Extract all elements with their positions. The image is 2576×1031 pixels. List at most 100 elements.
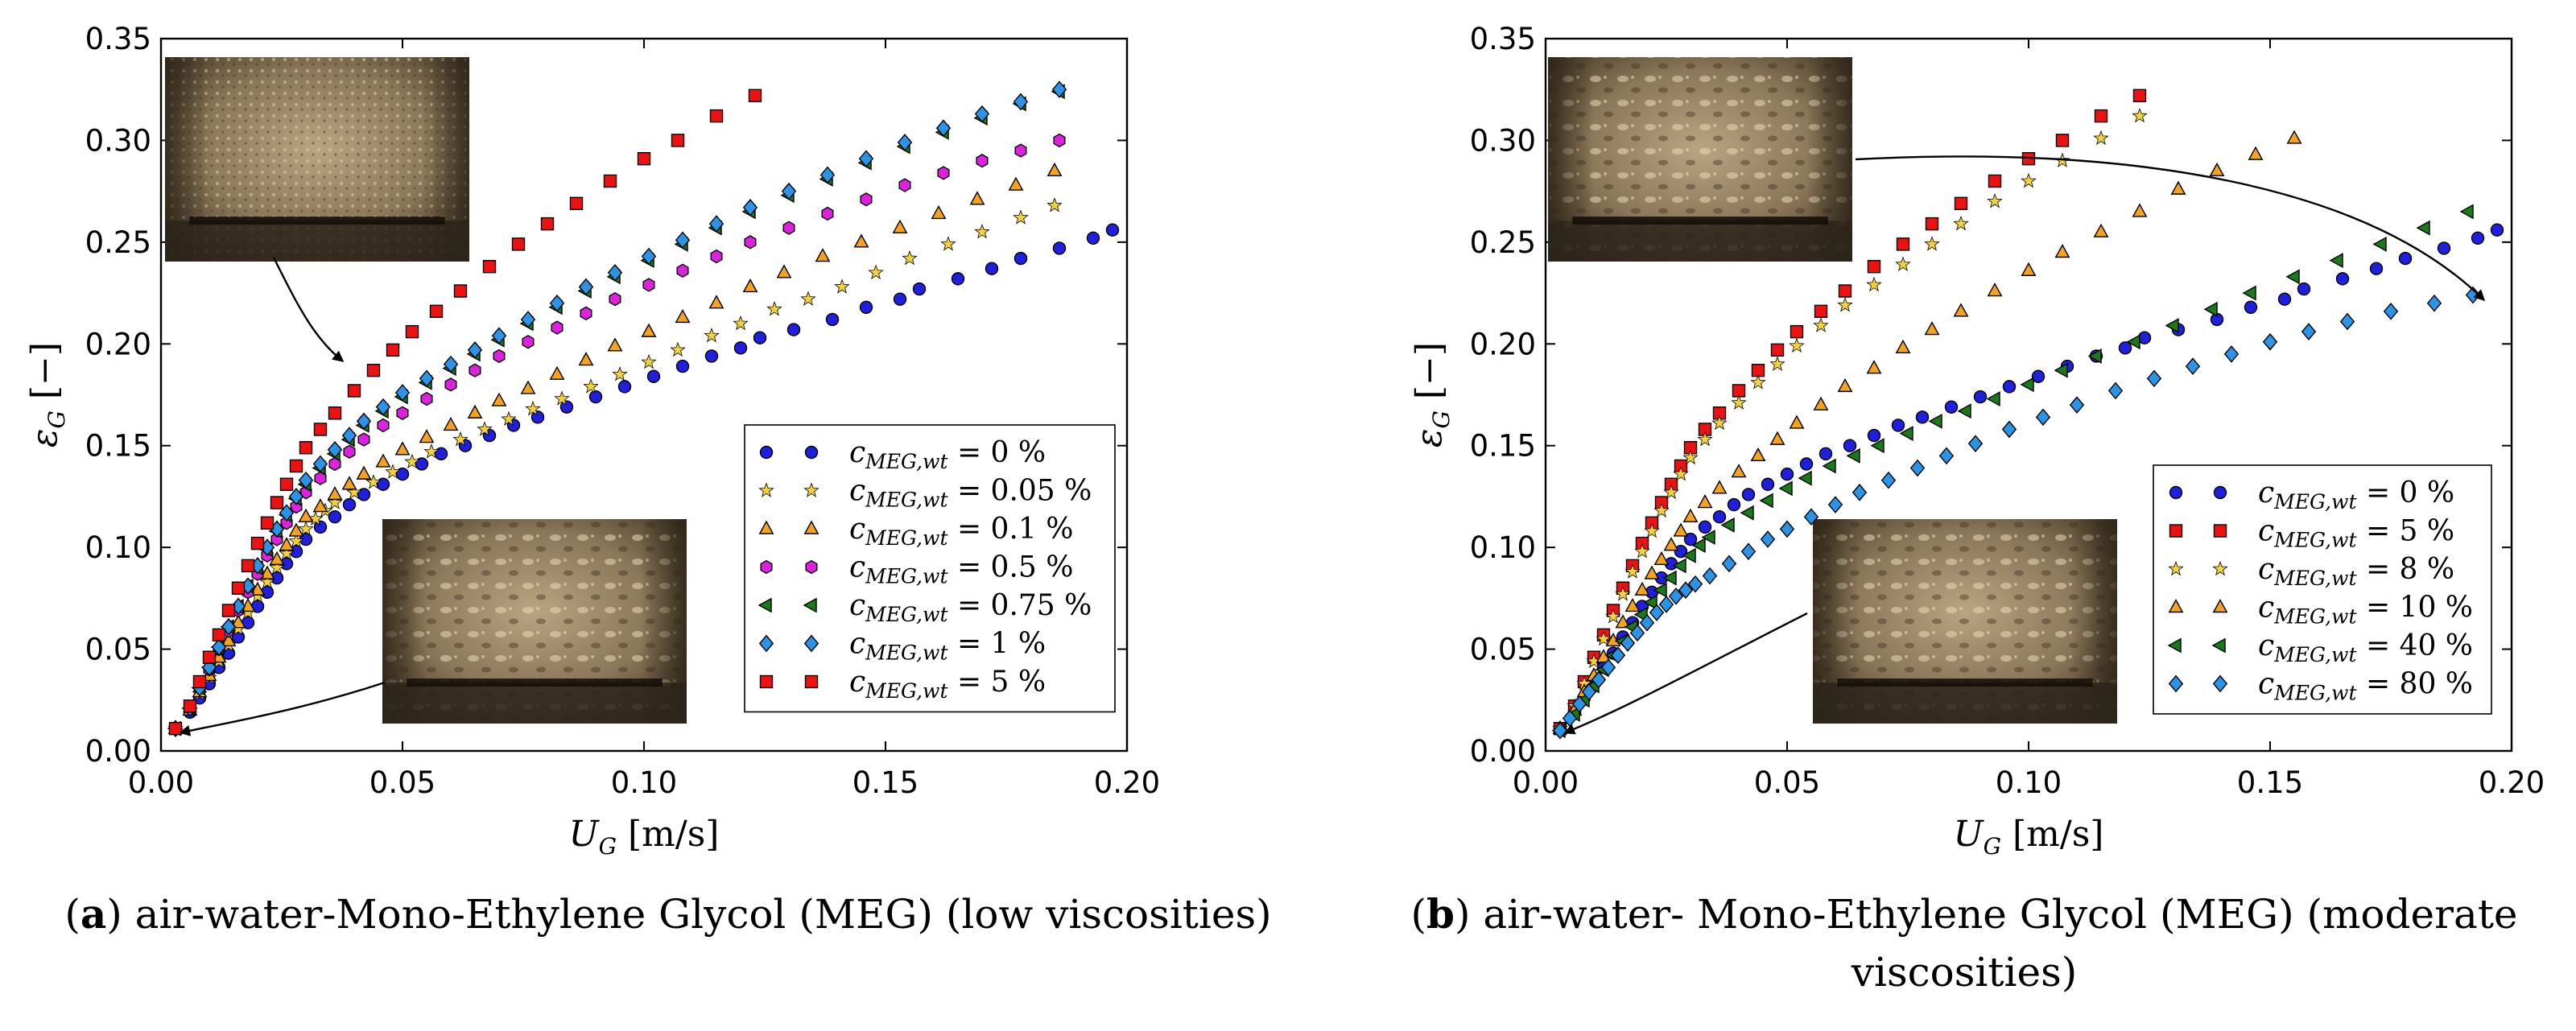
legend-marker: [2213, 485, 2227, 500]
data-point: [858, 150, 874, 168]
data-point: [423, 443, 440, 459]
data-point: [404, 453, 420, 469]
data-point: [2118, 341, 2132, 355]
data-point: [269, 559, 285, 575]
data-point: [1891, 419, 1905, 432]
data-point: [2031, 369, 2046, 383]
data-point: [1867, 428, 1881, 443]
data-point: [1779, 520, 1795, 538]
legend-label: cMEG,wt = 0 %: [849, 436, 1046, 473]
data-point: [1915, 410, 1930, 424]
data-point: [501, 410, 517, 427]
data-point: [742, 278, 758, 293]
data-point: [1769, 356, 1785, 371]
data-point: [569, 196, 584, 211]
data-point: [1799, 457, 1814, 471]
data-point: [1581, 683, 1597, 701]
data-point: [1789, 337, 1805, 353]
y-tick-label: 0.35: [85, 22, 151, 56]
data-point: [578, 278, 594, 296]
data-point: [1687, 575, 1703, 593]
legend-label: cMEG,wt = 5 %: [2258, 515, 2454, 552]
plot-frame: [1544, 37, 2513, 753]
data-point: [313, 520, 328, 534]
data-point: [377, 418, 390, 433]
data-point: [1658, 596, 1674, 613]
data-point: [985, 262, 999, 275]
data-point: [1644, 565, 1660, 579]
legend-marker: [803, 482, 819, 497]
data-point: [1691, 538, 1706, 554]
data-point: [2426, 294, 2442, 312]
legend-marker: [2213, 524, 2227, 538]
arrow-photo-top: [272, 257, 345, 362]
data-point: [675, 359, 690, 373]
legend-label: cMEG,wt = 40 %: [2258, 629, 2473, 666]
data-point: [753, 331, 767, 344]
data-point: [1721, 555, 1737, 573]
legend-label: cMEG,wt = 0.5 %: [849, 551, 1073, 588]
data-point: [1663, 484, 1679, 500]
legend: cMEG,wt = 0 %cMEG,wt = 0.05 %cMEG,wt = 0…: [744, 424, 1116, 713]
x-axis-label: UG [m/s]: [1954, 814, 2104, 860]
data-point: [2329, 253, 2343, 269]
data-point: [347, 384, 361, 398]
data-point: [1769, 431, 1785, 445]
x-tick-label: 0.05: [369, 765, 436, 800]
data-point: [951, 272, 965, 286]
data-point: [1662, 570, 1677, 586]
data-point: [974, 224, 990, 239]
data-point: [1909, 459, 1926, 477]
data-point: [1698, 520, 1712, 534]
data-point: [202, 650, 217, 664]
data-point: [1711, 414, 1728, 431]
data-point: [1759, 493, 1773, 509]
data-point: [1629, 624, 1645, 642]
data-point: [1866, 276, 1882, 292]
data-point: [270, 496, 284, 509]
data-point: [1615, 614, 1631, 629]
data-point: [1895, 256, 1911, 271]
data-point: [709, 109, 724, 123]
data-point: [646, 369, 661, 383]
legend: cMEG,wt = 0 %cMEG,wt = 5 %cMEG,wt = 8 %c…: [2153, 464, 2492, 715]
data-point: [2471, 231, 2485, 245]
data-point: [2069, 396, 2085, 414]
data-point: [710, 249, 723, 264]
data-point: [935, 119, 952, 138]
y-tick-label: 0.25: [85, 225, 151, 260]
data-point: [1634, 543, 1650, 559]
data-point: [415, 457, 429, 471]
data-point: [250, 581, 266, 596]
x-tick-label: 0.10: [611, 765, 677, 800]
data-point: [675, 308, 691, 324]
data-point: [1731, 464, 1747, 478]
data-point: [1643, 594, 1657, 610]
data-point: [2301, 323, 2317, 340]
x-tick-label: 0.15: [2237, 765, 2303, 800]
data-point: [1682, 508, 1699, 522]
data-point: [1663, 537, 1679, 551]
data-point: [1957, 403, 1971, 419]
data-point: [2001, 420, 2017, 439]
data-point: [1668, 587, 1684, 605]
data-point: [444, 377, 457, 392]
data-point: [609, 291, 621, 307]
data-point: [375, 398, 391, 416]
data-point: [1672, 558, 1686, 574]
data-point: [467, 404, 483, 419]
data-point: [1866, 360, 1882, 374]
data-point: [493, 348, 506, 364]
data-point: [2021, 172, 2037, 188]
data-point: [419, 429, 435, 443]
data-point: [708, 295, 724, 309]
data-point: [1697, 494, 1713, 509]
y-tick-label: 0.30: [1470, 123, 1536, 158]
y-tick-label: 0.10: [1470, 530, 1536, 565]
data-point: [1867, 260, 1881, 274]
data-point: [1697, 431, 1713, 447]
data-point: [860, 192, 873, 207]
data-point: [1987, 193, 2003, 208]
data-point: [2002, 380, 2017, 394]
data-point: [974, 105, 990, 123]
